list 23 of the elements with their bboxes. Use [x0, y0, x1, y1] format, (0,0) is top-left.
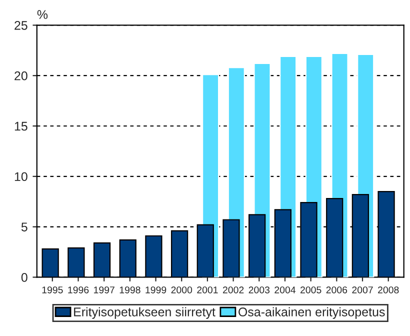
x-tick-label: 2001 [197, 286, 218, 294]
x-tick-label: 1996 [68, 286, 89, 294]
x-tick-label: 2006 [326, 286, 348, 294]
y-tick-label: 20 [14, 71, 28, 80]
x-tick-label: 1997 [94, 286, 114, 294]
x-tick-label: 2004 [274, 286, 296, 294]
x-tick-label: 1995 [42, 286, 63, 294]
y-tick-label: 0 [21, 273, 28, 282]
y-tick-label: 10 [14, 172, 28, 182]
legend-label: Osa-aikainen erityisopetus [238, 307, 385, 319]
y-tick-label: 25 [14, 21, 28, 30]
x-tick-label: 2002 [222, 286, 244, 294]
y-tick-label: 5 [21, 222, 28, 232]
y-axis-title: % [37, 10, 48, 19]
x-tick-label: 2003 [248, 286, 270, 294]
x-tick-label: 2008 [378, 286, 399, 294]
x-tick-label: 2000 [171, 286, 192, 294]
legend-label: Erityisopetukseen siirretyt [74, 307, 216, 319]
x-tick-label: 1999 [146, 286, 166, 294]
x-tick-label: 2005 [300, 286, 322, 294]
y-tick-label: 15 [14, 122, 28, 131]
x-tick-label: 2007 [352, 286, 373, 294]
x-tick-label: 1998 [120, 286, 140, 294]
